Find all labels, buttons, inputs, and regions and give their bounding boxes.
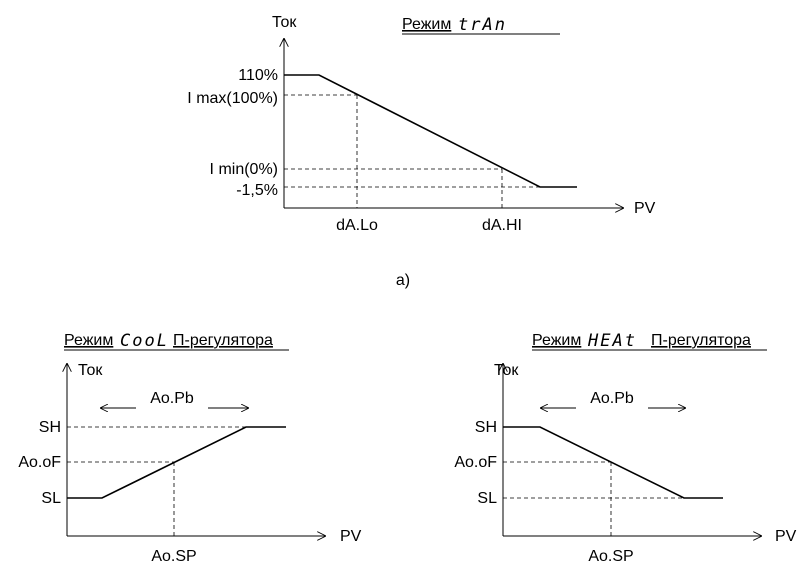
heat-title-prefix: Режим: [532, 332, 581, 349]
tran-y-label-imin: I min(0%): [210, 161, 278, 178]
heat-y-axis-label: Ток: [494, 362, 519, 379]
heat-current-curve: [503, 426, 723, 499]
tran-current-curve: [284, 74, 577, 188]
cool-diagram: Режим CooL П-регулятора Ток PV Ao.Pb SH …: [18, 331, 361, 565]
tran-x-label-dahi: dA.HI: [482, 217, 522, 234]
cool-y-label-sh: SH: [39, 419, 61, 436]
tran-title-prefix: Режим: [402, 16, 451, 33]
tran-y-label-110: 110%: [238, 67, 278, 84]
tran-mode-segment-text: trAn: [458, 15, 507, 35]
cool-current-curve: [67, 426, 286, 499]
cool-band-label: Ao.Pb: [150, 390, 194, 407]
heat-diagram: Режим HEAt П-регулятора Ток PV Ao.Pb SH …: [454, 331, 796, 565]
heat-y-label-aoof: Ao.oF: [454, 454, 497, 471]
tran-diagram: Режим trAn Ток PV 110% I max(100%) I min…: [187, 14, 655, 289]
cool-title-prefix: Режим: [64, 332, 113, 349]
tran-x-axis-label: PV: [634, 200, 656, 217]
tran-x-label-dalo: dA.Lo: [336, 217, 378, 234]
heat-title-suffix: П-регулятора: [651, 332, 751, 349]
tran-y-axis-label: Ток: [272, 14, 297, 31]
heat-band-label: Ao.Pb: [590, 390, 634, 407]
cool-title-suffix: П-регулятора: [173, 332, 273, 349]
tran-caption: а): [396, 272, 410, 289]
heat-x-label-aosp: Ao.SP: [588, 548, 633, 565]
cool-y-axis-label: Ток: [78, 362, 103, 379]
cool-y-label-sl: SL: [41, 490, 61, 507]
cool-x-label-aosp: Ao.SP: [151, 548, 196, 565]
cool-y-label-aoof: Ao.oF: [18, 454, 61, 471]
tran-y-label-imax: I max(100%): [187, 90, 278, 107]
cool-mode-segment-text: CooL: [120, 331, 169, 351]
heat-mode-segment-text: HEAt: [587, 331, 637, 351]
tran-y-label-minus: -1,5%: [236, 182, 278, 199]
heat-y-label-sl: SL: [477, 490, 497, 507]
heat-y-label-sh: SH: [475, 419, 497, 436]
heat-x-axis-label: PV: [775, 528, 797, 545]
cool-x-axis-label: PV: [340, 528, 362, 545]
